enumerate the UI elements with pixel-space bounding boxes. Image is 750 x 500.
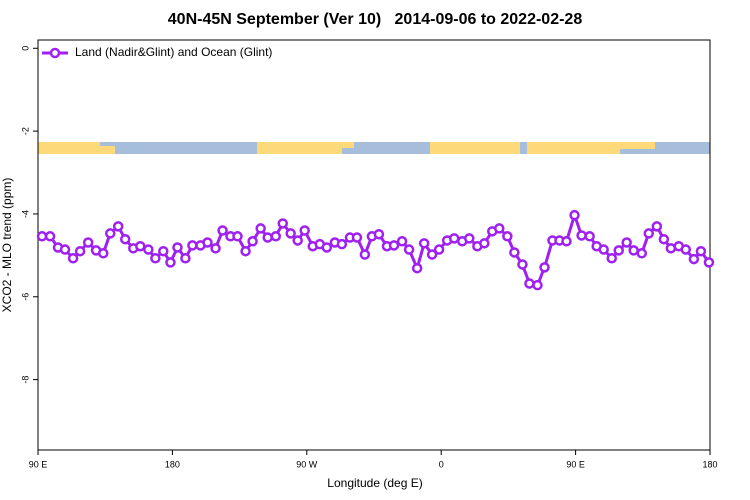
x-tick-label: 180 (165, 459, 180, 469)
legend: Land (Nadir&Glint) and Ocean (Glint) (42, 45, 272, 59)
x-tick-label: 180 (702, 459, 717, 469)
data-point (613, 245, 625, 256)
data-point (158, 245, 169, 257)
data-point (336, 238, 348, 250)
data-point (321, 242, 333, 253)
data-point (643, 228, 655, 239)
data-point (396, 236, 408, 247)
data-point (539, 262, 550, 273)
data-point (524, 278, 535, 289)
data-point (232, 231, 243, 242)
data-point (598, 244, 609, 255)
plot-frame (37, 39, 711, 451)
data-point (561, 236, 572, 247)
data-point (98, 248, 109, 259)
data-point (119, 233, 131, 245)
data-point (703, 257, 715, 268)
data-point (658, 233, 670, 245)
data-point (621, 237, 632, 248)
data-point (180, 253, 191, 264)
data-point (517, 259, 528, 270)
x-tick-label: 0 (439, 459, 444, 469)
data-point (277, 218, 289, 229)
data-point (143, 244, 154, 255)
data-point (359, 249, 371, 260)
data-point (210, 243, 221, 254)
data-point (584, 231, 595, 242)
x-axis-label: Longitude (deg E) (327, 476, 422, 490)
land-ocean-strip (38, 142, 710, 154)
data-point (448, 233, 460, 244)
data-point (255, 223, 266, 234)
data-point (479, 238, 490, 249)
data-point (74, 245, 86, 257)
data-point (59, 244, 71, 255)
data-point (502, 231, 513, 242)
x-tick-label: 90 E (29, 459, 48, 469)
chart-title: 40N-45N September (Ver 10) 2014-09-06 to… (168, 11, 583, 28)
legend-label: Land (Nadir&Glint) and Ocean (Glint) (75, 45, 272, 59)
data-point (165, 257, 176, 268)
data-point (532, 279, 543, 291)
legend-marker (49, 47, 61, 59)
data-point (651, 221, 663, 232)
y-tick-label: -4 (20, 210, 30, 218)
y-tick-label: -6 (20, 293, 30, 301)
data-point (403, 244, 415, 255)
data-point (299, 225, 310, 236)
y-tick-label: -8 (20, 376, 30, 384)
data-point (247, 236, 258, 247)
data-point (150, 253, 161, 264)
data-point (217, 225, 228, 236)
y-tick-label: 0 (20, 46, 30, 51)
data-point (373, 228, 385, 240)
data-point (285, 228, 296, 239)
x-tick-label: 90 W (296, 459, 318, 469)
data-point (606, 253, 617, 264)
data-point (688, 253, 700, 265)
data-point (351, 232, 363, 243)
data-point (292, 235, 303, 246)
data-point (112, 221, 124, 232)
data-point (695, 245, 707, 257)
data-point (411, 262, 423, 274)
data-point (105, 228, 116, 239)
data-point (433, 244, 445, 255)
data-point (44, 231, 56, 242)
data-point (240, 245, 251, 257)
data-point (576, 230, 587, 241)
data-point (680, 244, 692, 255)
y-axis-label: XCO2 - MLO trend (ppm) (0, 178, 14, 313)
data-point (82, 237, 94, 248)
data-point (67, 253, 79, 264)
data-point (135, 240, 146, 252)
data-point (202, 237, 213, 248)
data-point (636, 248, 648, 259)
data-point (270, 231, 281, 242)
data-point (172, 242, 183, 253)
data-point (187, 240, 198, 251)
data-point (464, 233, 475, 244)
data-point (569, 209, 580, 221)
data-point (426, 249, 438, 260)
data-point (262, 232, 273, 243)
data-point (36, 231, 48, 242)
data-point (388, 240, 400, 251)
data-point (418, 238, 430, 249)
data-point (628, 245, 639, 256)
data-point (509, 247, 520, 258)
y-tick-label: -2 (20, 127, 30, 135)
x-tick-label: 90 E (566, 459, 585, 469)
data-point (494, 223, 505, 234)
